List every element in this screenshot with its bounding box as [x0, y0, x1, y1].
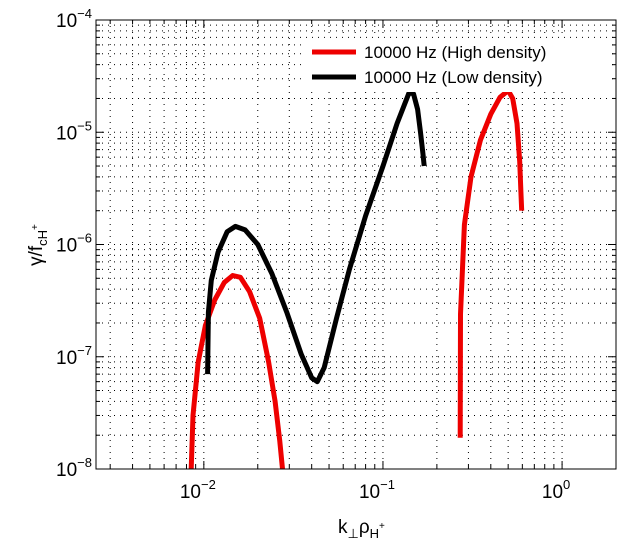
- legend-label-low-density: 10000 Hz (Low density): [364, 68, 543, 87]
- legend-box: [305, 38, 610, 92]
- y-tick-labels: 10−8 10−7 10−6 10−5 10−4: [56, 6, 92, 481]
- y-tick-label: 10−5: [56, 118, 92, 144]
- x-tick-labels: 10−2 10−1 100: [180, 477, 570, 503]
- plot-frame: [95, 19, 617, 470]
- series-layer: [188, 88, 525, 470]
- y-tick-label: 10−4: [56, 6, 92, 32]
- legend-label-high-density: 10000 Hz (High density): [364, 43, 546, 62]
- x-tick-label: 10−1: [359, 477, 395, 503]
- y-tick-label: 10−8: [56, 455, 92, 481]
- series-1-segment-0: [205, 90, 427, 385]
- legend: 10000 Hz (High density) 10000 Hz (Low de…: [305, 38, 610, 92]
- x-tick-label: 10−2: [180, 477, 216, 503]
- y-tick-label: 10−7: [56, 343, 92, 369]
- y-tick-label: 10−6: [56, 231, 92, 257]
- y-axis-label: γ/fcH+: [26, 224, 50, 266]
- x-axis-label: k⊥ρH+: [338, 517, 385, 541]
- series-0-segment-1: [457, 88, 525, 438]
- series-0-segment-0: [188, 273, 285, 470]
- tick-marks: [96, 20, 617, 470]
- x-tick-label: 100: [542, 477, 570, 503]
